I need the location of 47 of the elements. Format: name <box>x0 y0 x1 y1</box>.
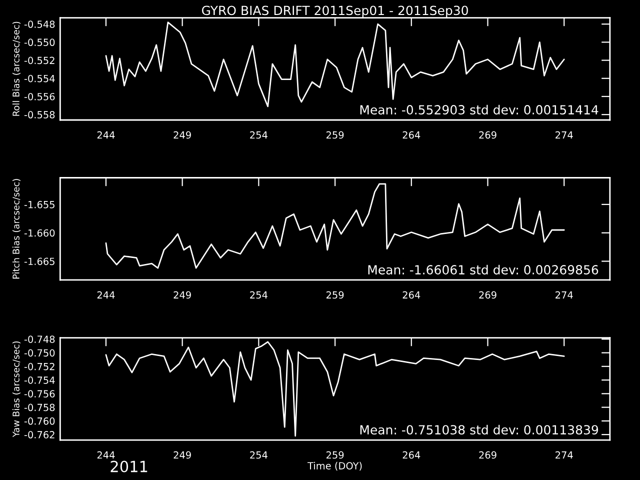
y-tick-label: -1.655 <box>24 200 54 208</box>
x-tick-label: 244 <box>97 451 115 459</box>
x-tick-label: 254 <box>250 451 268 459</box>
x-tick-label: 274 <box>556 131 573 138</box>
y-tick-label: -0.752 <box>24 362 54 370</box>
x-tick-label: 264 <box>402 131 420 139</box>
y-tick-label: -0.756 <box>24 390 55 398</box>
y-tick-label: -0.750 <box>24 349 55 357</box>
x-tick-label: 269 <box>479 131 496 139</box>
y-tick-label: -0.758 <box>24 404 55 412</box>
x-tick-label: 274 <box>556 451 573 459</box>
y-tick-label: -1.665 <box>24 258 54 266</box>
x-tick-label: 244 <box>97 291 115 298</box>
annotation: Mean: -1.66061 std dev: 0.00269856 <box>368 264 598 274</box>
y-tick-label: -0.554 <box>24 74 55 82</box>
x-tick-label: 249 <box>174 131 191 139</box>
x-tick-label: 274 <box>556 291 573 298</box>
y-tick-label: -0.556 <box>24 92 55 100</box>
x-tick-label: 259 <box>326 131 344 139</box>
x-tick-label: 249 <box>174 291 191 299</box>
x-tick-label: 254 <box>250 291 268 299</box>
x-tick-label: 264 <box>402 451 420 459</box>
y-axis-title: Pitch Bias (arcsec/sec) <box>12 179 20 279</box>
text: 2011 <box>110 460 148 472</box>
x-tick-label: 259 <box>326 451 344 459</box>
x-tick-label: 264 <box>402 291 420 299</box>
y-tick-label: -0.550 <box>24 38 55 46</box>
y-tick-label: -1.660 <box>24 229 55 237</box>
x-tick-label: 269 <box>479 291 496 299</box>
annotation: Mean: -0.552903 std dev: 0.00151414 <box>360 104 598 115</box>
y-axis-title: Roll Bias (arcsec/sec) <box>12 22 20 116</box>
y-tick-label: -0.754 <box>24 376 55 384</box>
y-tick-label: -0.748 <box>24 336 55 343</box>
x-axis-title: Time (DOY) <box>308 462 362 471</box>
y-axis-title: Yaw Bias (arcsec/sec) <box>12 341 20 438</box>
x-tick-label: 259 <box>326 291 344 299</box>
chart-title: GYRO BIAS DRIFT 2011Sep01 - 2011Sep30 <box>202 6 468 18</box>
y-tick-label: -0.760 <box>24 417 55 425</box>
y-tick-label: -0.552 <box>24 56 54 64</box>
y-tick-label: -0.762 <box>24 431 54 438</box>
x-tick-label: 244 <box>97 131 115 138</box>
x-tick-label: 249 <box>174 451 191 459</box>
annotation: Mean: -0.751038 std dev: 0.00113839 <box>360 424 598 435</box>
x-tick-label: 254 <box>250 131 268 139</box>
y-tick-label: -0.558 <box>24 111 55 118</box>
x-tick-label: 269 <box>479 451 496 459</box>
y-tick-label: -0.548 <box>24 20 55 28</box>
